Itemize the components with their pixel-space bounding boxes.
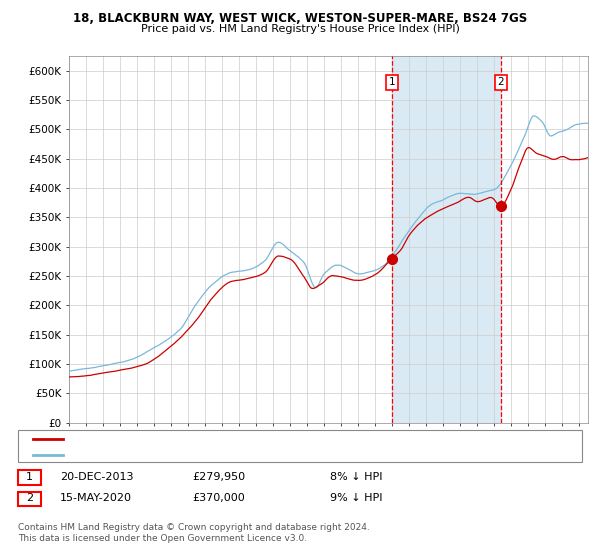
Text: This data is licensed under the Open Government Licence v3.0.: This data is licensed under the Open Gov… (18, 534, 307, 543)
Text: 20-DEC-2013: 20-DEC-2013 (60, 472, 133, 482)
Text: HPI: Average price, detached house, North Somerset: HPI: Average price, detached house, Nort… (69, 450, 327, 460)
Text: 15-MAY-2020: 15-MAY-2020 (60, 493, 132, 503)
Text: 18, BLACKBURN WAY, WEST WICK, WESTON-SUPER-MARE, BS24 7GS: 18, BLACKBURN WAY, WEST WICK, WESTON-SUP… (73, 12, 527, 25)
Bar (392, 56, 501, 423)
Text: 1: 1 (388, 77, 395, 87)
Text: £279,950: £279,950 (192, 472, 245, 482)
Text: 2: 2 (497, 77, 504, 87)
Text: 8% ↓ HPI: 8% ↓ HPI (330, 472, 383, 482)
Text: £370,000: £370,000 (192, 493, 245, 503)
Text: Price paid vs. HM Land Registry's House Price Index (HPI): Price paid vs. HM Land Registry's House … (140, 24, 460, 34)
Text: 18, BLACKBURN WAY, WEST WICK, WESTON-SUPER-MARE, BS24 7GS (detached house): 18, BLACKBURN WAY, WEST WICK, WESTON-SUP… (69, 433, 494, 444)
Text: 9% ↓ HPI: 9% ↓ HPI (330, 493, 383, 503)
Text: 1: 1 (26, 472, 33, 482)
Text: 2: 2 (26, 493, 33, 503)
Text: Contains HM Land Registry data © Crown copyright and database right 2024.: Contains HM Land Registry data © Crown c… (18, 523, 370, 532)
